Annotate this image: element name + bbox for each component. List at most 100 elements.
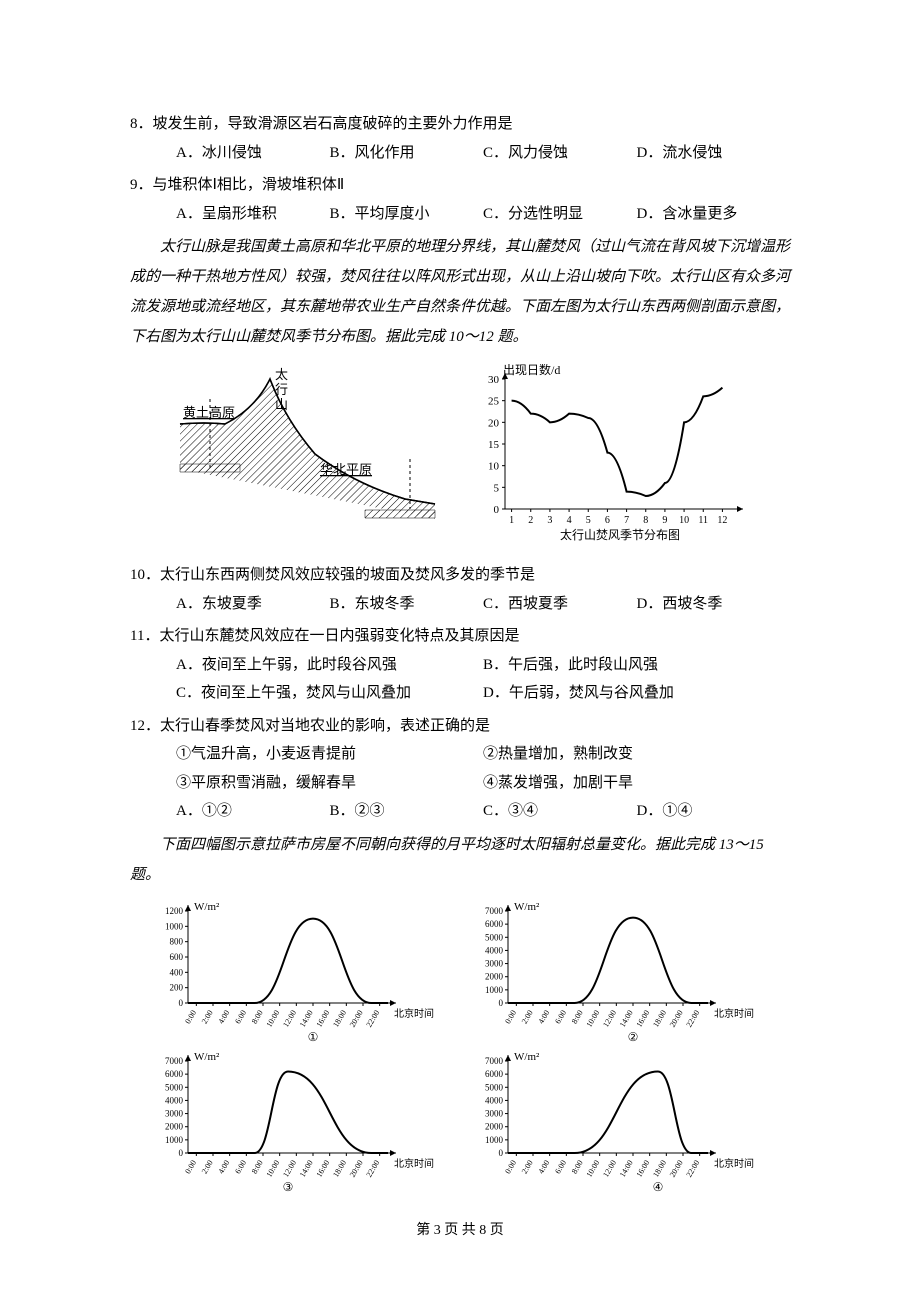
svg-text:10: 10 — [488, 461, 500, 473]
svg-text:16:00: 16:00 — [314, 1008, 331, 1028]
svg-text:0: 0 — [499, 1148, 504, 1158]
radiation-chart-2: W/m²010002000300040005000600070000:002:0… — [468, 898, 768, 1048]
radiation-charts-grid: W/m²0200400600800100012000:002:004:006:0… — [130, 898, 790, 1198]
svg-text:12:00: 12:00 — [281, 1008, 298, 1028]
svg-text:12:00: 12:00 — [601, 1158, 618, 1178]
svg-text:8:00: 8:00 — [250, 1008, 265, 1025]
svg-text:1000: 1000 — [485, 984, 504, 994]
q8-stem: 8．坡发生前，导致滑源区岩石高度破碎的主要外力作用是 — [130, 110, 790, 139]
svg-text:0:00: 0:00 — [503, 1158, 518, 1175]
svg-text:黄土高原: 黄土高原 — [183, 405, 235, 420]
svg-text:8:00: 8:00 — [250, 1158, 265, 1175]
svg-text:①: ① — [308, 1030, 319, 1044]
svg-text:4:00: 4:00 — [536, 1008, 551, 1025]
svg-text:6: 6 — [605, 515, 610, 526]
q12-sub-4: ④蒸发增强，加剧干旱 — [483, 769, 790, 798]
question-8: 8．坡发生前，导致滑源区岩石高度破碎的主要外力作用是 A．冰川侵蚀 B．风化作用… — [130, 110, 790, 167]
svg-text:10:00: 10:00 — [264, 1158, 281, 1178]
svg-text:0:00: 0:00 — [503, 1008, 518, 1025]
passage-2-a: 下面四幅图示意拉萨市房屋不同朝向获得的月平均逐时太阳辐射总量变化。据此完成 13… — [130, 830, 790, 890]
svg-text:2:00: 2:00 — [520, 1008, 535, 1025]
q12-sub-2: ②热量增加，熟制改变 — [483, 740, 790, 769]
svg-text:16:00: 16:00 — [314, 1158, 331, 1178]
q12-opt-d: D．①④ — [637, 797, 791, 826]
svg-text:400: 400 — [170, 967, 184, 977]
radiation-chart-1: W/m²0200400600800100012000:002:004:006:0… — [148, 898, 448, 1048]
svg-text:20: 20 — [488, 417, 500, 429]
q8-opt-d: D．流水侵蚀 — [637, 139, 791, 168]
svg-text:2:00: 2:00 — [200, 1158, 215, 1175]
q11-opt-b: B．午后强，此时段山风强 — [483, 651, 790, 680]
question-12: 12．太行山春季焚风对当地农业的影响，表述正确的是 ①气温升高，小麦返青提前 ②… — [130, 712, 790, 826]
svg-text:8:00: 8:00 — [570, 1158, 585, 1175]
svg-text:20:00: 20:00 — [348, 1008, 365, 1028]
q11-opt-c: C．夜间至上午强，焚风与山风叠加 — [176, 679, 483, 708]
question-10: 10．太行山东西两侧焚风效应较强的坡面及焚风多发的季节是 A．东坡夏季 B．东坡… — [130, 561, 790, 618]
foehn-season-chart: 051015202530123456789101112出现日数/d太行山焚风季节… — [475, 364, 755, 549]
figure-row-1: 太行山黄土高原华北平原 051015202530123456789101112出… — [130, 364, 790, 549]
svg-text:600: 600 — [170, 952, 184, 962]
svg-text:6:00: 6:00 — [233, 1158, 248, 1175]
svg-text:5000: 5000 — [485, 1082, 504, 1092]
svg-text:14:00: 14:00 — [618, 1158, 635, 1178]
svg-text:18:00: 18:00 — [331, 1008, 348, 1028]
svg-text:1: 1 — [509, 515, 514, 526]
svg-text:4: 4 — [567, 515, 572, 526]
svg-text:4:00: 4:00 — [216, 1008, 231, 1025]
svg-text:2000: 2000 — [165, 1121, 184, 1131]
svg-text:2:00: 2:00 — [200, 1008, 215, 1025]
svg-text:2000: 2000 — [485, 971, 504, 981]
svg-text:16:00: 16:00 — [634, 1158, 651, 1178]
svg-text:4000: 4000 — [485, 945, 504, 955]
svg-text:8: 8 — [643, 515, 648, 526]
svg-text:6000: 6000 — [485, 919, 504, 929]
svg-text:14:00: 14:00 — [618, 1008, 635, 1028]
svg-text:18:00: 18:00 — [331, 1158, 348, 1178]
q8-opt-c: C．风力侵蚀 — [483, 139, 637, 168]
q9-opt-a: A．呈扇形堆积 — [176, 200, 330, 229]
svg-text:太: 太 — [275, 367, 288, 382]
svg-text:W/m²: W/m² — [514, 901, 540, 913]
svg-text:30: 30 — [488, 374, 500, 386]
svg-text:25: 25 — [488, 396, 500, 408]
svg-text:②: ② — [628, 1030, 639, 1044]
q10-options: A．东坡夏季 B．东坡冬季 C．西坡夏季 D．西坡冬季 — [130, 590, 790, 619]
svg-text:W/m²: W/m² — [514, 1051, 540, 1063]
svg-text:4:00: 4:00 — [536, 1158, 551, 1175]
q9-opt-c: C．分选性明显 — [483, 200, 637, 229]
svg-text:5000: 5000 — [165, 1082, 184, 1092]
svg-text:1000: 1000 — [485, 1134, 504, 1144]
q10-opt-a: A．东坡夏季 — [176, 590, 330, 619]
svg-text:14:00: 14:00 — [298, 1008, 315, 1028]
svg-text:5: 5 — [586, 515, 591, 526]
svg-text:800: 800 — [170, 936, 184, 946]
svg-text:④: ④ — [653, 1180, 664, 1194]
q9-options: A．呈扇形堆积 B．平均厚度小 C．分选性明显 D．含冰量更多 — [130, 200, 790, 229]
svg-text:10:00: 10:00 — [584, 1158, 601, 1178]
svg-text:W/m²: W/m² — [194, 901, 220, 913]
svg-text:15: 15 — [488, 439, 500, 451]
question-11: 11．太行山东麓焚风效应在一日内强弱变化特点及其原因是 A．夜间至上午弱，此时段… — [130, 622, 790, 708]
svg-text:7000: 7000 — [485, 1056, 504, 1066]
svg-text:10:00: 10:00 — [584, 1008, 601, 1028]
svg-text:6000: 6000 — [165, 1069, 184, 1079]
svg-text:7: 7 — [624, 515, 629, 526]
svg-text:6:00: 6:00 — [553, 1008, 568, 1025]
svg-text:2:00: 2:00 — [520, 1158, 535, 1175]
svg-text:9: 9 — [662, 515, 667, 526]
q12-statements: ①气温升高，小麦返青提前 ②热量增加，熟制改变 ③平原积雪消融，缓解春旱 ④蒸发… — [130, 740, 790, 797]
svg-text:0: 0 — [494, 504, 500, 516]
svg-text:1200: 1200 — [165, 906, 184, 916]
svg-text:5000: 5000 — [485, 932, 504, 942]
radiation-chart-4: W/m²010002000300040005000600070000:002:0… — [468, 1048, 768, 1198]
taihang-profile-diagram: 太行山黄土高原华北平原 — [165, 364, 445, 529]
q12-opt-a: A．①② — [176, 797, 330, 826]
svg-text:22:00: 22:00 — [364, 1008, 381, 1028]
svg-text:4:00: 4:00 — [216, 1158, 231, 1175]
svg-text:12:00: 12:00 — [601, 1008, 618, 1028]
svg-text:0:00: 0:00 — [183, 1008, 198, 1025]
q11-stem: 11．太行山东麓焚风效应在一日内强弱变化特点及其原因是 — [130, 622, 790, 651]
q8-opt-a: A．冰川侵蚀 — [176, 139, 330, 168]
svg-text:北京时间: 北京时间 — [394, 1157, 434, 1170]
svg-text:6:00: 6:00 — [553, 1158, 568, 1175]
